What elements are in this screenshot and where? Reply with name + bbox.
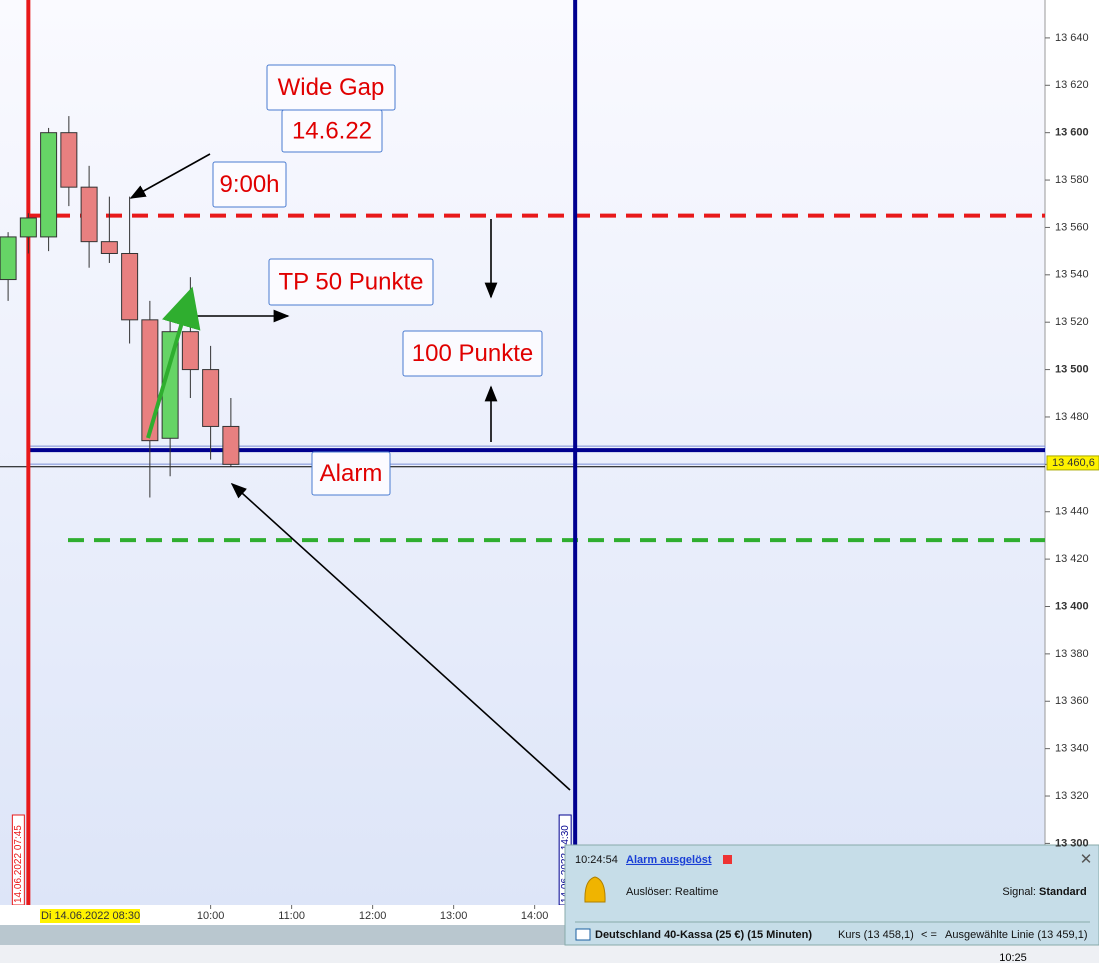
popup-title[interactable]: Alarm ausgelöst — [626, 854, 712, 866]
y-tick-label: 13 320 — [1055, 790, 1089, 802]
clock: 10:25 — [999, 952, 1027, 963]
scrollbar — [0, 925, 565, 945]
close-button[interactable]: ✕ — [1080, 851, 1093, 868]
y-tick-label: 13 500 — [1055, 363, 1089, 375]
chart-icon — [575, 928, 591, 941]
x-tick-label: 12:00 — [359, 910, 387, 922]
y-tick-label: 13 360 — [1055, 695, 1089, 707]
price-marker-label: 13 460,6 — [1052, 457, 1095, 469]
x-tick-label: 10:00 — [197, 910, 225, 922]
candle-body — [202, 369, 220, 427]
y-tick-label: 13 400 — [1055, 600, 1089, 612]
popup-instrument[interactable]: Deutschland 40-Kassa (25 €) (15 Minuten) — [595, 929, 812, 941]
arrow — [129, 153, 211, 199]
x-tick-label: 11:00 — [278, 910, 305, 922]
candle-body — [181, 331, 199, 371]
x-tick-label: 13:00 — [440, 910, 468, 922]
y-tick-label: 13 620 — [1055, 79, 1089, 91]
y-axis-area — [1045, 0, 1099, 963]
arrow — [146, 286, 201, 439]
popup-price: Kurs (13 458,1) — [838, 929, 914, 941]
popup-trigger: Auslöser: Realtime — [626, 886, 718, 898]
annotation: 100 Punkte — [412, 340, 533, 367]
popup-box — [564, 844, 1099, 946]
candle-body — [60, 132, 78, 188]
annotation: TP 50 Punkte — [279, 268, 424, 295]
y-tick-label: 13 440 — [1055, 506, 1089, 518]
popup-signal-value: Standard — [1039, 886, 1087, 898]
popup-line: Ausgewählte Linie (13 459,1) — [945, 929, 1087, 941]
y-tick-label: 13 600 — [1055, 127, 1089, 139]
bell-icon — [584, 876, 606, 903]
y-tick-label: 13 640 — [1055, 32, 1089, 44]
popup-time: 10:24:54 — [575, 854, 618, 866]
annotation-box — [281, 109, 383, 153]
vertical-line-label: 14.06.2022 07:45 — [13, 825, 24, 903]
annotation: 9:00h — [219, 171, 279, 198]
taskbar — [0, 945, 1099, 963]
annotation-box — [311, 451, 391, 496]
arrows — [129, 153, 571, 791]
close-icon[interactable] — [723, 855, 732, 864]
y-tick-label: 13 340 — [1055, 743, 1089, 755]
annotation-box — [268, 258, 434, 306]
y-tick-label: 13 300 — [1055, 837, 1089, 849]
candle-body — [141, 319, 159, 442]
candle-body — [121, 252, 139, 321]
y-tick-label: 13 540 — [1055, 269, 1089, 281]
annotation-box — [212, 161, 287, 208]
y-tick-label: 13 480 — [1055, 411, 1089, 423]
alarm-popup: 10:24:54 Alarm ausgelöst ✕ Auslöser: Rea… — [564, 844, 1099, 946]
annotation: Alarm — [320, 460, 383, 487]
candle-body — [19, 217, 37, 238]
arrow — [230, 482, 571, 791]
candle-body — [80, 186, 98, 243]
candle-body — [40, 132, 58, 238]
annotation: Wide Gap — [278, 74, 385, 101]
annotation-box — [402, 330, 543, 377]
y-tick-label: 13 520 — [1055, 316, 1089, 328]
x-tick-label: 14:00 — [521, 910, 549, 922]
y-tick-label: 13 560 — [1055, 221, 1089, 233]
candle-body — [222, 425, 240, 465]
annotation: 14.6.22 — [292, 117, 372, 144]
cursor-label: Di 14.06.2022 08:30 — [41, 910, 140, 922]
popup-operator: < = — [921, 929, 937, 941]
candle-body — [100, 241, 118, 254]
y-tick-label: 13 380 — [1055, 648, 1089, 660]
candle-body — [0, 236, 17, 281]
y-tick-label: 13 580 — [1055, 174, 1089, 186]
cursor-label-box — [40, 909, 140, 923]
plot-area — [0, 0, 1045, 905]
price-marker — [1046, 455, 1099, 471]
y-tick-label: 13 420 — [1055, 553, 1089, 565]
popup-signal-label: Signal: — [1002, 886, 1036, 898]
